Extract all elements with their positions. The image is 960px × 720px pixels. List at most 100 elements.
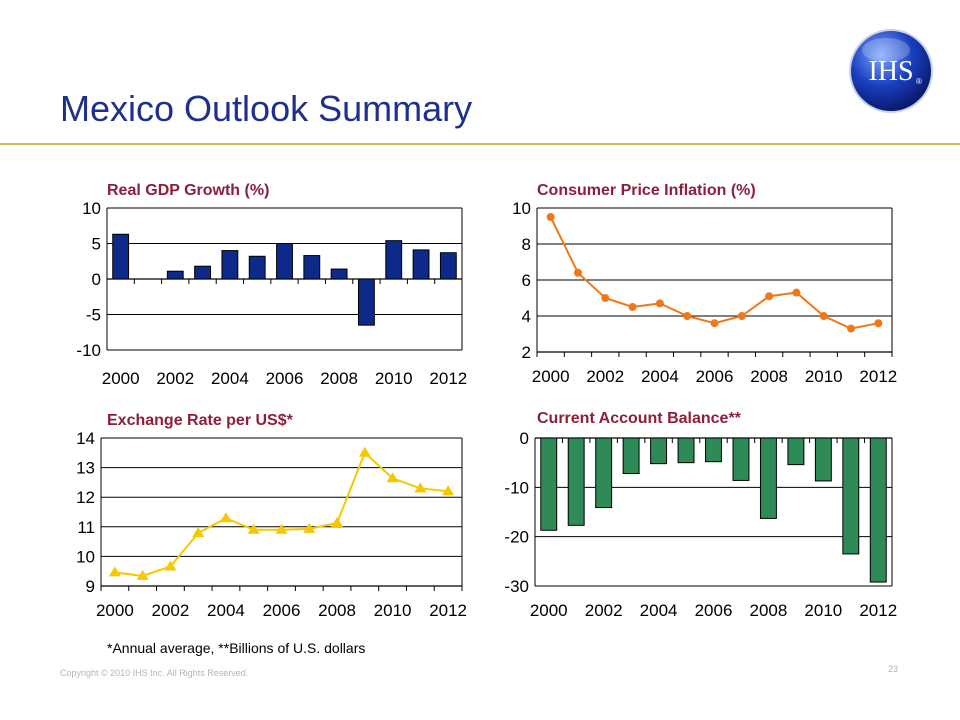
x-tick-label-cpi-3: 2006 [696, 367, 734, 386]
point-cpi-2006 [710, 319, 719, 328]
bar-ca-2011 [842, 437, 860, 555]
y-tick-label-cpi-3: 4 [522, 307, 531, 326]
x-tick-label-gdp-4: 2008 [320, 369, 358, 388]
point-cpi-2001 [573, 268, 582, 277]
point-cpi-2007 [737, 312, 746, 320]
bar-gdp-2007 [303, 255, 321, 280]
x-tick-label-ca-3: 2006 [695, 601, 733, 620]
x-tick-label-gdp-5: 2010 [375, 369, 413, 388]
point-fx-2012 [442, 485, 455, 496]
y-tick-label-fx-1: 13 [76, 459, 95, 478]
bar-ca-2012 [869, 437, 887, 583]
x-tick-label-fx-6: 2012 [429, 601, 467, 620]
point-fx-2002 [164, 560, 177, 571]
x-tick-label-cpi-2: 2004 [641, 367, 679, 386]
x-tick-label-fx-2: 2004 [207, 601, 245, 620]
bar-gdp-2008 [330, 268, 348, 280]
bar-gdp-2003 [194, 265, 211, 280]
bar-gdp-2006 [276, 243, 293, 280]
bar-ca-2004 [650, 437, 668, 465]
y-tick-label-fx-2: 12 [76, 488, 95, 507]
bar-gdp-2004 [221, 250, 239, 280]
point-fx-2000 [108, 566, 121, 577]
x-tick-label-fx-1: 2002 [152, 601, 190, 620]
x-tick-label-fx-0: 2000 [96, 601, 134, 620]
point-cpi-2003 [628, 303, 637, 311]
point-cpi-2009 [792, 288, 801, 297]
point-cpi-2005 [683, 312, 692, 320]
point-cpi-2008 [765, 292, 774, 301]
x-tick-label-gdp-6: 2012 [429, 369, 467, 388]
bar-ca-2005 [677, 437, 695, 464]
logo-registered-mark: ® [916, 77, 922, 86]
point-fx-2003 [192, 527, 205, 538]
x-tick-label-ca-1: 2002 [585, 601, 623, 620]
y-tick-label-fx-3: 11 [77, 518, 95, 537]
x-tick-label-fx-4: 2008 [318, 601, 356, 620]
point-fx-2009 [358, 446, 371, 457]
x-tick-label-ca-2: 2004 [640, 601, 678, 620]
x-tick-label-cpi-5: 2010 [805, 367, 843, 386]
y-tick-label-cpi-4: 2 [522, 343, 531, 362]
bar-ca-2000 [540, 437, 558, 531]
title-divider [0, 143, 960, 145]
x-tick-label-gdp-2: 2004 [211, 369, 249, 388]
x-tick-label-cpi-4: 2008 [750, 367, 788, 386]
chart-title-gdp: Real GDP Growth (%) [107, 182, 270, 199]
series-line-cpi [549, 216, 879, 330]
y-tick-label-ca-3: -30 [504, 577, 529, 596]
point-fx-2001 [136, 569, 149, 580]
bar-ca-2002 [595, 437, 613, 509]
point-cpi-2000 [546, 213, 555, 221]
point-fx-2004 [219, 512, 232, 523]
point-cpi-2012 [874, 319, 883, 328]
x-tick-label-ca-5: 2010 [804, 601, 842, 620]
y-tick-label-fx-4: 10 [76, 547, 95, 566]
y-tick-label-gdp-3: -5 [86, 306, 101, 325]
footnote: *Annual average, **Billions of U.S. doll… [107, 640, 366, 656]
y-tick-label-cpi-1: 8 [522, 235, 531, 254]
point-cpi-2011 [847, 324, 856, 333]
bar-ca-2001 [567, 437, 585, 526]
page-number: 23 [888, 664, 899, 674]
slide-title: Mexico Outlook Summary [60, 88, 473, 129]
y-tick-label-fx-0: 14 [76, 429, 95, 448]
x-tick-label-gdp-3: 2006 [266, 369, 304, 388]
y-tick-label-fx-5: 9 [86, 577, 95, 596]
point-fx-2011 [414, 482, 427, 493]
ihs-logo: IHS ® [849, 29, 933, 113]
y-tick-label-ca-2: -20 [504, 528, 529, 547]
y-tick-label-cpi-2: 6 [522, 271, 531, 290]
y-tick-label-gdp-1: 5 [92, 235, 101, 254]
bar-ca-2008 [759, 437, 777, 519]
y-tick-label-ca-1: -10 [504, 478, 529, 497]
y-tick-label-gdp-2: 0 [92, 270, 101, 289]
point-fx-2005 [247, 523, 260, 534]
series-line-fx [114, 451, 449, 577]
point-fx-2007 [303, 522, 316, 533]
point-fx-2010 [386, 472, 399, 483]
bar-gdp-2002 [166, 270, 184, 280]
bar-gdp-2010 [385, 240, 403, 280]
x-tick-label-ca-6: 2012 [859, 601, 897, 620]
x-tick-label-fx-3: 2006 [263, 601, 301, 620]
x-tick-label-ca-0: 2000 [530, 601, 568, 620]
copyright-text: Copyright © 2010 IHS Inc. All Rights Res… [60, 668, 249, 678]
logo-text: IHS [868, 56, 913, 87]
point-cpi-2002 [601, 294, 610, 302]
bar-ca-2007 [732, 437, 750, 481]
x-tick-label-fx-5: 2010 [374, 601, 412, 620]
point-cpi-2010 [819, 312, 828, 320]
bar-ca-2006 [705, 437, 722, 463]
y-tick-label-cpi-0: 10 [512, 199, 531, 218]
point-cpi-2004 [655, 299, 664, 308]
point-fx-2008 [331, 516, 344, 527]
bar-gdp-2009 [358, 278, 375, 326]
x-tick-label-gdp-1: 2002 [156, 369, 194, 388]
bar-gdp-2012 [439, 252, 457, 280]
bar-gdp-2005 [248, 255, 266, 280]
x-tick-label-cpi-6: 2012 [859, 367, 897, 386]
x-tick-label-cpi-0: 2000 [532, 367, 570, 386]
y-tick-label-ca-0: 0 [520, 429, 529, 448]
y-tick-label-gdp-0: 10 [82, 199, 101, 218]
